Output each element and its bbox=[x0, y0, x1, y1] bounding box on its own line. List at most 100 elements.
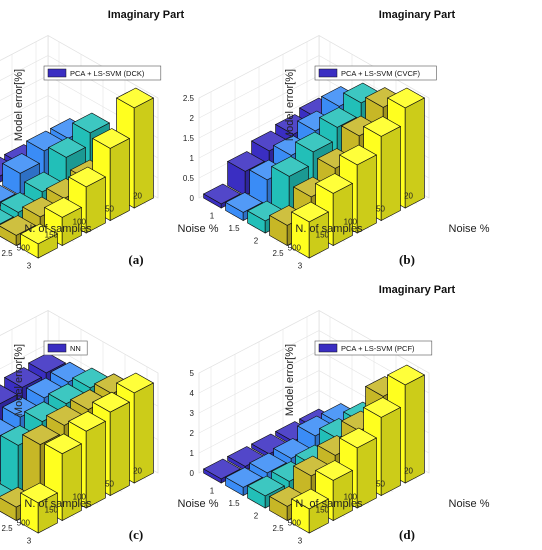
sample-tick-label: 20 bbox=[133, 191, 142, 200]
bar-face-right bbox=[133, 97, 154, 209]
noise-tick-label: 2.5 bbox=[272, 249, 284, 258]
panel-caption: (d) bbox=[399, 527, 415, 542]
bar-face-right bbox=[308, 211, 329, 259]
bar-face-right bbox=[356, 154, 377, 234]
bar-top bbox=[0, 184, 17, 203]
samples-axis-label: N. of samples bbox=[24, 223, 92, 235]
gridline-z bbox=[0, 310, 159, 374]
chart-panel-4: 0 1 2 3 4 5 20 50 100 150 500 1 1.5 2 2.5 3 Imaginary Pa… bbox=[190, 284, 490, 545]
noise-tick-label: 3 bbox=[27, 261, 32, 270]
bar-face-right bbox=[109, 401, 130, 497]
legend-label: PCA + LS-SVM (DCK) bbox=[70, 69, 145, 78]
bar-face-right bbox=[109, 137, 130, 222]
noise-axis-label: Noise % bbox=[178, 223, 219, 235]
legend-label: NN bbox=[70, 344, 81, 353]
noise-tick-label: 3 bbox=[298, 536, 303, 545]
sample-ticks: 20 50 100 150 500 bbox=[17, 466, 143, 527]
noise-axis-label: Noise % bbox=[178, 498, 219, 510]
z-tick-label: 5 bbox=[190, 369, 195, 378]
bar-face-right bbox=[85, 420, 106, 509]
sample-tick-label: 500 bbox=[288, 243, 302, 252]
sample-ticks: 20 50 100 150 500 bbox=[288, 191, 414, 252]
z-axis-label: Model error[%] bbox=[13, 344, 25, 416]
legend-label: PCA + LS-SVM (PCF) bbox=[341, 344, 415, 353]
legend: PCA + LS-SVM (CVCF) bbox=[314, 65, 437, 81]
noise-tick-label: 3 bbox=[27, 536, 32, 545]
noise-axis-label: Noise % bbox=[449, 498, 490, 510]
sample-ticks: 20 50 100 150 500 bbox=[17, 191, 143, 252]
sample-tick-label: 150 bbox=[316, 505, 330, 514]
bar-face-right bbox=[61, 443, 82, 522]
samples-axis-label: N. of samples bbox=[24, 498, 92, 510]
bars bbox=[0, 352, 155, 534]
chart-panel-2: 0 0.5 1 1.5 2 2.5 20 50 100 150 500 1 1.5 2 2.5 3 Imagin… bbox=[183, 9, 490, 270]
z-tick-label: 2 bbox=[190, 114, 195, 123]
z-tick-label: 2 bbox=[190, 429, 195, 438]
panel-title: Imaginary Part bbox=[379, 284, 456, 296]
sample-tick-label: 500 bbox=[288, 518, 302, 527]
z-axis-label: Model error[%] bbox=[284, 344, 296, 416]
legend-label: PCA + LS-SVM (CVCF) bbox=[341, 69, 420, 78]
sample-tick-label: 150 bbox=[45, 505, 59, 514]
bar-150-noise-3 bbox=[43, 433, 83, 522]
noise-ticks: 11.522.53 bbox=[1, 249, 32, 271]
noise-tick-label: 3 bbox=[298, 261, 303, 270]
bar-face-right bbox=[332, 469, 353, 522]
sample-tick-label: 50 bbox=[105, 479, 114, 488]
panel-caption: (b) bbox=[399, 252, 415, 267]
panel-caption: (c) bbox=[129, 527, 143, 542]
noise-axis-label: Noise % bbox=[449, 223, 490, 235]
bar-500-noise-3 bbox=[290, 201, 330, 259]
samples-axis-label: N. of samples bbox=[295, 498, 363, 510]
samples-axis-label: N. of samples bbox=[295, 223, 363, 235]
sample-tick-label: 100 bbox=[344, 492, 358, 501]
bars bbox=[202, 364, 426, 534]
bar-top bbox=[0, 208, 15, 225]
panel-caption: (a) bbox=[128, 252, 143, 267]
sample-tick-label: 500 bbox=[17, 243, 31, 252]
sample-tick-label: 20 bbox=[404, 466, 413, 475]
bar-face-right bbox=[356, 437, 377, 509]
bar-face-right bbox=[85, 176, 106, 234]
noise-tick-label: 2 bbox=[254, 236, 259, 245]
z-tick-label: 0 bbox=[190, 469, 195, 478]
noise-tick-label: 1 bbox=[210, 211, 215, 220]
legend-swatch bbox=[47, 68, 67, 78]
noise-tick-label: 1 bbox=[210, 486, 215, 495]
bar-face-right bbox=[133, 382, 154, 484]
legend: PCA + LS-SVM (PCF) bbox=[314, 340, 433, 356]
noise-ticks: 11.522.53 bbox=[210, 486, 303, 545]
sample-tick-label: 150 bbox=[316, 230, 330, 239]
sample-tick-label: 50 bbox=[376, 204, 385, 213]
bars bbox=[202, 82, 426, 259]
z-tick-label: 1.5 bbox=[183, 134, 195, 143]
panel-title: Imaginary Part bbox=[108, 9, 185, 21]
noise-tick-label: 1.5 bbox=[228, 224, 240, 233]
bar-500-noise-3 bbox=[19, 223, 59, 259]
noise-tick-label: 1.5 bbox=[228, 499, 240, 508]
sample-tick-label: 100 bbox=[344, 217, 358, 226]
sample-tick-label: 500 bbox=[17, 518, 31, 527]
z-tick-label: 2.5 bbox=[183, 94, 195, 103]
legend-box bbox=[314, 65, 437, 81]
noise-ticks: 1 1.5 2 2.5 3 bbox=[210, 211, 303, 270]
z-axis-label: Model error[%] bbox=[284, 69, 296, 141]
bar-face-right bbox=[380, 125, 401, 222]
noise-tick-label: 2.5 bbox=[1, 249, 13, 258]
sample-tick-label: 100 bbox=[73, 492, 87, 501]
bars bbox=[0, 87, 155, 259]
z-axis-label: Model error[%] bbox=[13, 69, 25, 141]
bar-face-right bbox=[332, 182, 353, 247]
legend-swatch bbox=[318, 343, 338, 353]
bar-face-right bbox=[404, 374, 425, 484]
z-tick-label: 4 bbox=[190, 389, 195, 398]
z-tick-label: 0.5 bbox=[183, 174, 195, 183]
noise-tick-label: 2.5 bbox=[272, 524, 284, 533]
legend-box bbox=[314, 340, 433, 356]
bar-face-right bbox=[37, 492, 58, 534]
panel-title: Imaginary Part bbox=[379, 9, 456, 21]
legend-swatch bbox=[318, 68, 338, 78]
